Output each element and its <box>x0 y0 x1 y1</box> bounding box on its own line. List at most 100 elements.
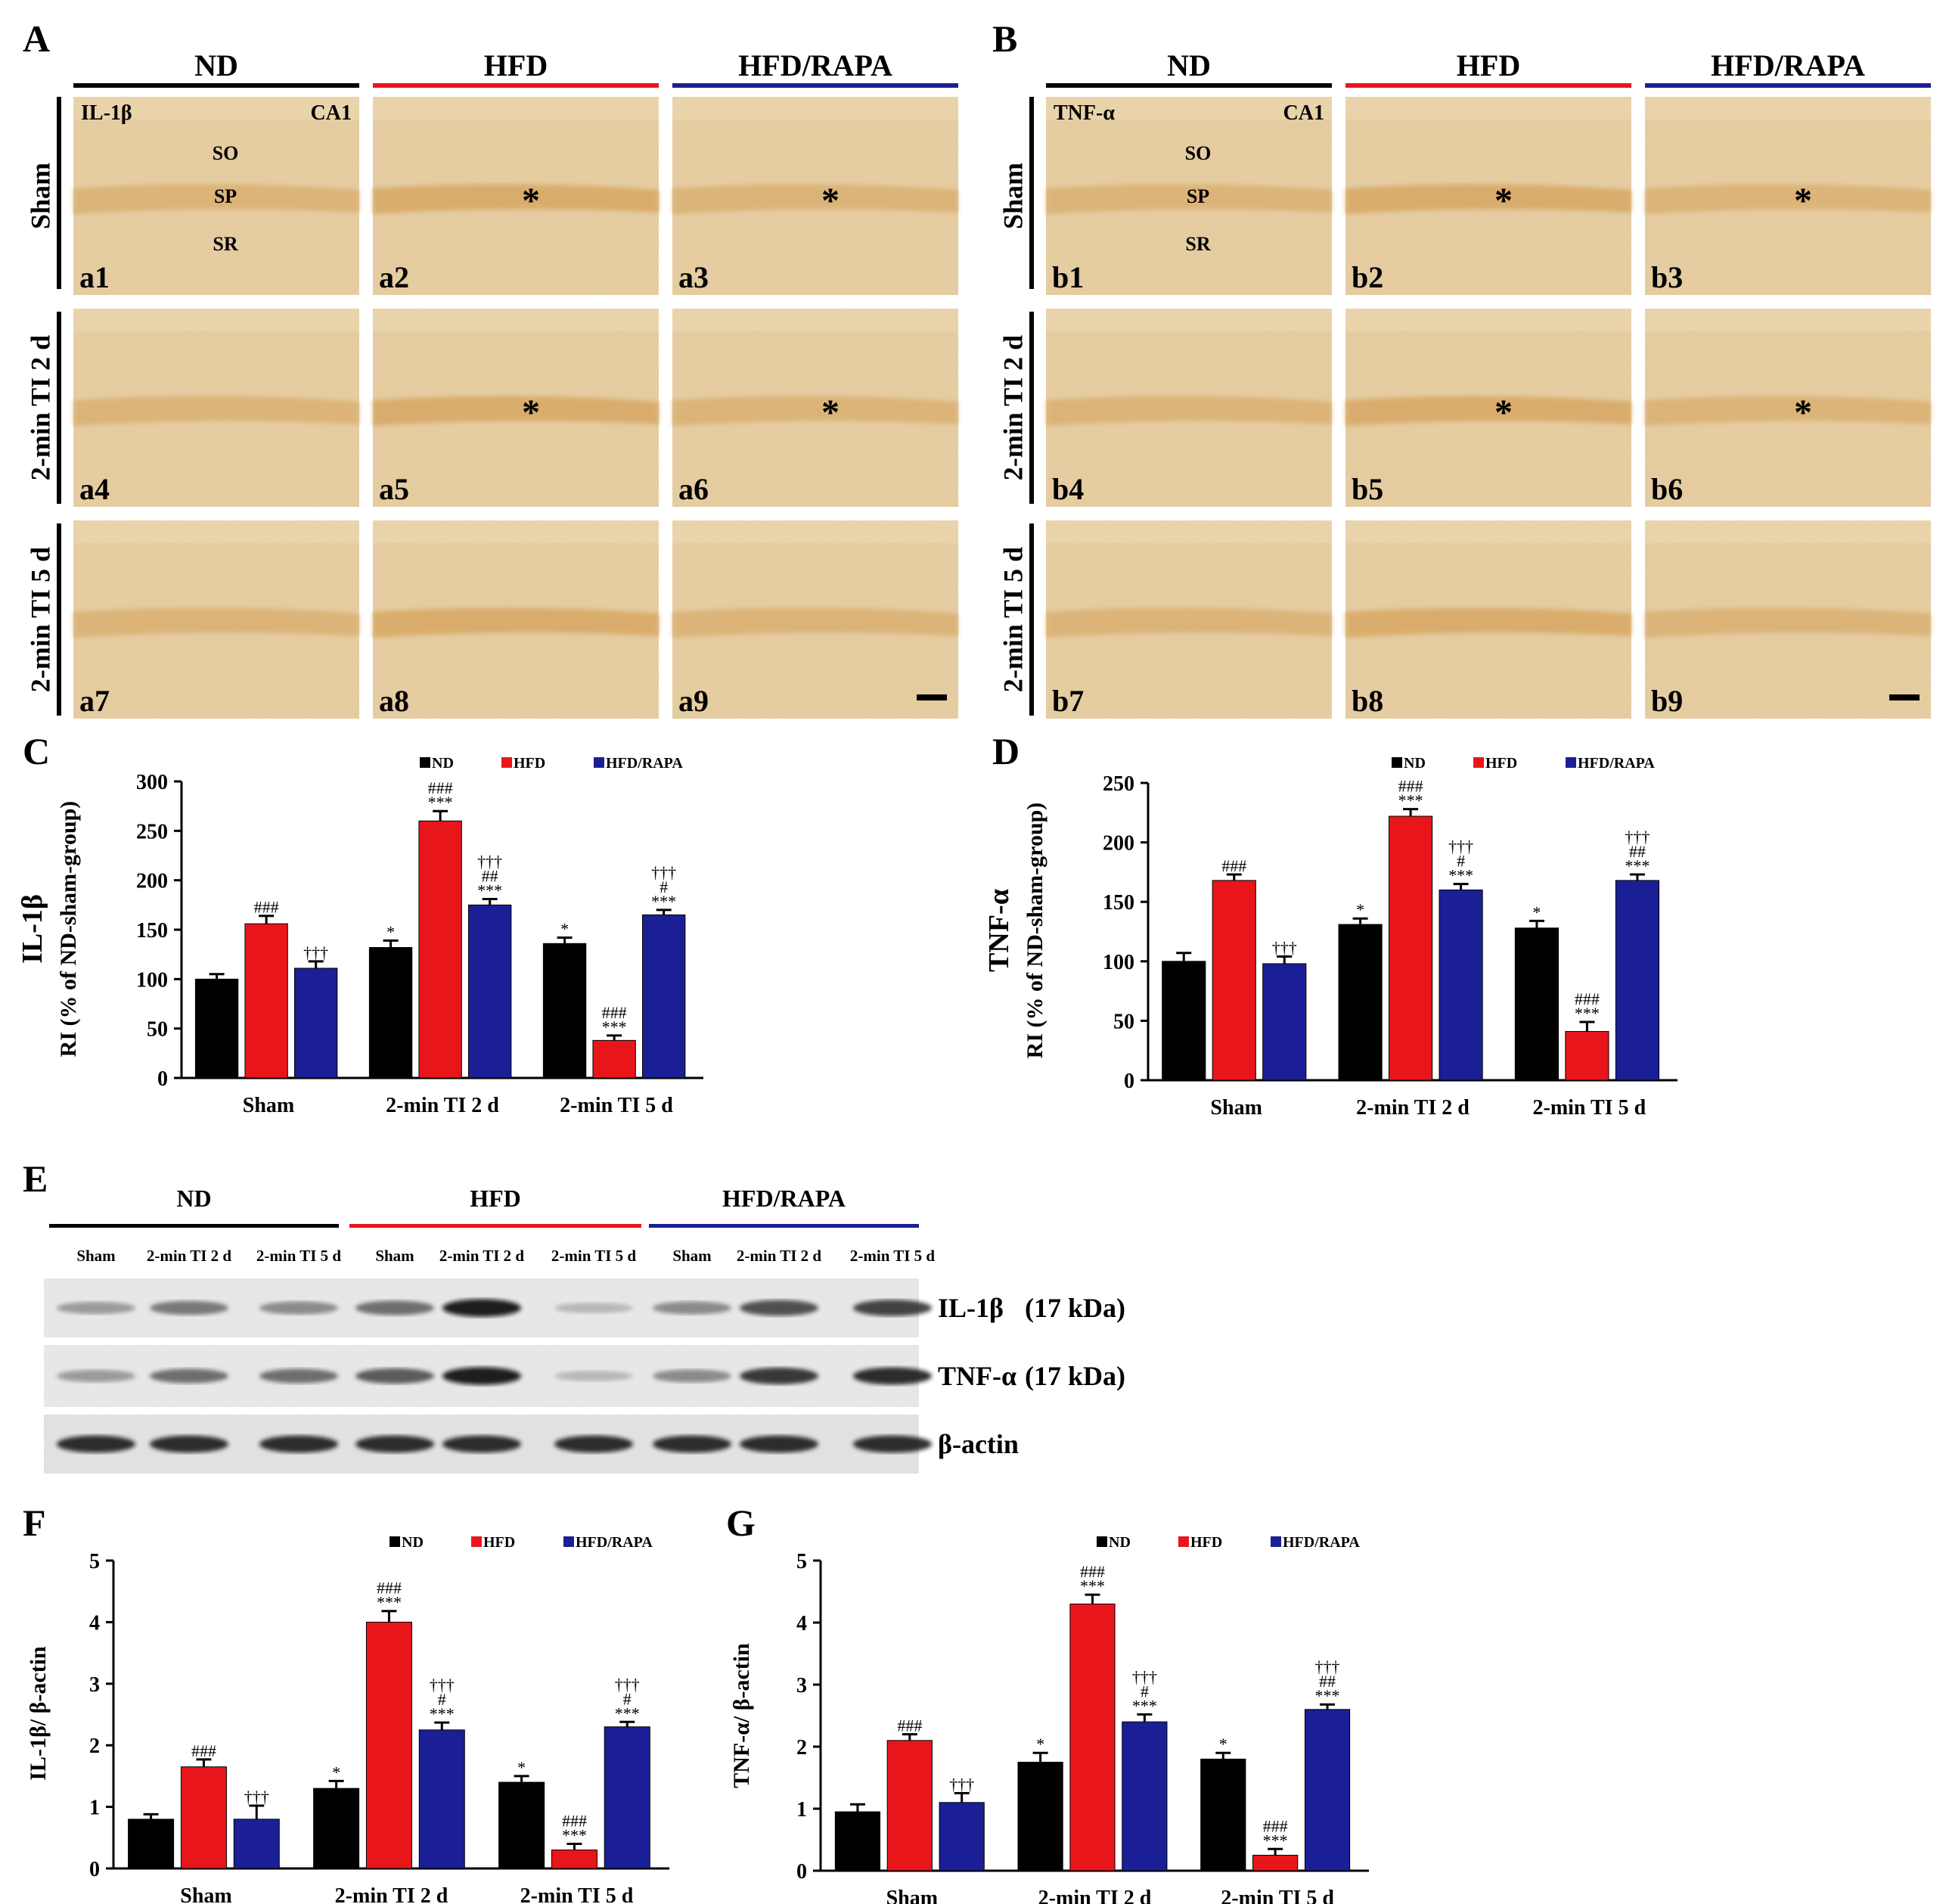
bar <box>365 1621 412 1869</box>
bar <box>592 1039 636 1079</box>
layer-label-so: SO <box>213 142 239 164</box>
row-bar <box>57 312 61 504</box>
blot-band <box>259 1368 338 1384</box>
panel-letter: F <box>23 1502 46 1544</box>
blot-strip-β-actin <box>44 1415 932 1474</box>
y-tick-label: 50 <box>1113 1010 1134 1033</box>
significance-marker: * <box>386 922 395 941</box>
micrograph-tile-b4: b4 <box>1046 309 1332 507</box>
significance-marker: * <box>1219 1735 1228 1753</box>
legend-swatch <box>1473 757 1484 768</box>
bar <box>1017 1762 1063 1871</box>
significance-marker: ### <box>1263 1816 1288 1835</box>
bar <box>128 1819 175 1869</box>
significance-marker: *** <box>477 881 502 899</box>
blot-band <box>554 1435 633 1453</box>
blot-band <box>442 1299 521 1317</box>
x-category-label: 2-min TI 2 d <box>1038 1887 1152 1904</box>
blot-protein-label: TNF-α <box>938 1361 1016 1391</box>
blot-band <box>57 1369 135 1383</box>
panel-b-micrographs: B ND HFD HFD/RAPA Sham 2-min TI 2 d 2-min TI… <box>992 17 1931 719</box>
significance-marker: * <box>1036 1735 1044 1753</box>
blot-band <box>740 1435 818 1453</box>
tile-label: a2 <box>379 260 409 294</box>
y-tick-label: 5 <box>796 1550 807 1573</box>
y-tick-label: 1 <box>89 1797 100 1820</box>
panel-letter-a: A <box>23 17 50 60</box>
asterisk-marker: * <box>1494 181 1513 221</box>
significance-marker: ### <box>602 1003 627 1022</box>
blot-strip-TNF-α <box>44 1345 932 1407</box>
significance-marker: ## <box>482 866 498 885</box>
blot-protein-label: IL-1β <box>938 1293 1004 1323</box>
row-bar <box>57 97 61 289</box>
panel-a-micrographs: A ND HFD HFD/RAPA Sham 2-min TI 2 d 2-min TI… <box>23 17 958 719</box>
column-underline <box>1046 83 1332 88</box>
blot-size-label: (17 kDa) <box>1025 1361 1125 1391</box>
micrograph-tile-b9: b9 <box>1645 520 1931 719</box>
significance-marker: ††† <box>1315 1657 1340 1676</box>
bar <box>1262 963 1307 1081</box>
blot-band <box>442 1435 521 1453</box>
significance-marker: * <box>517 1758 526 1777</box>
lane-label: 2-min TI 2 d <box>147 1247 232 1265</box>
significance-marker: ### <box>562 1811 587 1830</box>
blot-size-label: (17 kDa) <box>1025 1293 1125 1323</box>
blot-band <box>554 1371 633 1381</box>
x-category-label: 2-min TI 2 d <box>386 1094 499 1117</box>
legend-swatch <box>563 1536 574 1547</box>
significance-marker: ### <box>254 898 279 917</box>
legend-label: HFD <box>483 1534 515 1551</box>
tile-label: a4 <box>79 472 110 506</box>
micrograph-tile-b7: b7 <box>1046 520 1332 719</box>
x-category-label: 2-min TI 5 d <box>560 1094 673 1117</box>
blot-band <box>442 1367 521 1385</box>
legend-swatch <box>390 1536 400 1547</box>
y-tick-label: 1 <box>796 1798 807 1822</box>
y-tick-label: 200 <box>136 870 168 893</box>
tile-label: b1 <box>1052 260 1084 294</box>
blot-band <box>853 1435 932 1453</box>
bar <box>180 1766 227 1869</box>
tile-label: a8 <box>379 684 409 718</box>
micrograph-tile-b6: b6 * <box>1645 309 1931 507</box>
asterisk-marker: * <box>522 181 540 221</box>
y-axis-label-sub: RI (% of ND-sham-group) <box>56 801 81 1058</box>
micrograph-tile-a7: a7 <box>73 520 359 719</box>
micrograph-tile-a8: a8 <box>373 520 659 719</box>
bar <box>1304 1709 1351 1871</box>
legend-swatch <box>471 1536 482 1547</box>
y-tick-label: 3 <box>89 1673 100 1697</box>
legend-label: HFD <box>1190 1534 1222 1551</box>
significance-marker: *** <box>430 1704 455 1723</box>
x-category-label: Sham <box>886 1887 938 1904</box>
legend-label: ND <box>432 755 454 772</box>
significance-marker: * <box>1356 900 1364 919</box>
y-tick-label: 150 <box>1103 891 1134 915</box>
bar <box>468 904 512 1079</box>
bar <box>1565 1031 1609 1081</box>
x-category-label: 2-min TI 2 d <box>1356 1096 1470 1120</box>
legend-swatch <box>1392 757 1402 768</box>
blot-band <box>57 1301 135 1315</box>
lane-label: 2-min TI 5 d <box>850 1247 936 1265</box>
lane-label: Sham <box>672 1247 712 1265</box>
lane-label: 2-min TI 2 d <box>439 1247 525 1265</box>
column-header-hfd: HFD <box>1457 48 1520 82</box>
micrograph-tile-a4: a4 <box>73 309 359 507</box>
blot-band <box>853 1367 932 1385</box>
x-category-label: Sham <box>243 1094 294 1117</box>
column-header-hfd-rapa: HFD/RAPA <box>738 48 892 82</box>
legend-label: HFD/RAPA <box>576 1534 653 1551</box>
tile-label: a6 <box>678 472 709 506</box>
tile-label: a1 <box>79 260 110 294</box>
column-header-hfd: HFD <box>484 48 548 82</box>
blot-band <box>355 1435 434 1453</box>
bar <box>834 1811 881 1871</box>
bar <box>604 1726 650 1869</box>
bar <box>1212 880 1256 1081</box>
region-label: CA1 <box>311 101 352 125</box>
panel-letter: G <box>726 1502 756 1544</box>
micrograph-tile-b8: b8 <box>1345 520 1631 719</box>
significance-marker: ††† <box>1132 1667 1157 1686</box>
